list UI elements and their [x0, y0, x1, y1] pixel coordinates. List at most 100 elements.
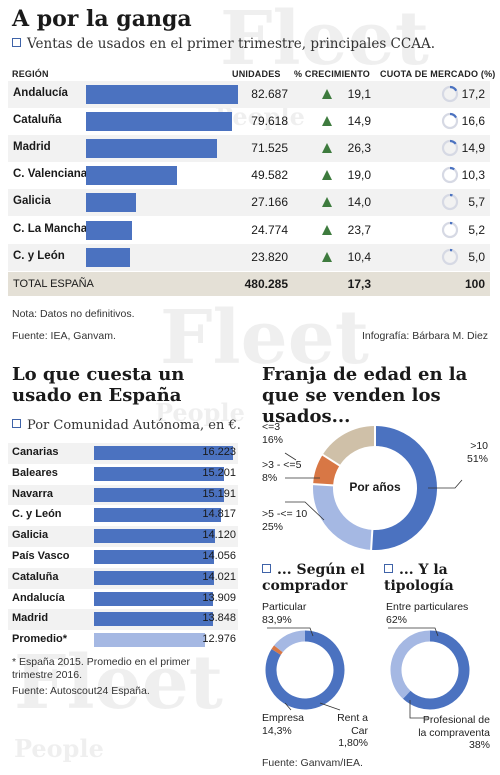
price-value: 14.817 — [202, 508, 236, 521]
age-donut-chart — [284, 424, 463, 550]
total-label: TOTAL ESPAÑA — [13, 278, 94, 290]
price-bar — [94, 591, 214, 606]
row-share: 5,7 — [468, 195, 485, 210]
up-arrow-icon — [322, 251, 332, 262]
row-growth: 10,4 — [347, 249, 371, 264]
up-arrow-icon — [322, 143, 332, 154]
units-bar — [86, 112, 233, 132]
share-mini-donut — [441, 140, 459, 157]
row-share: 14,9 — [461, 141, 485, 156]
age-donut-slice — [322, 426, 376, 466]
price-row: País Vasco 14.056 — [8, 547, 238, 568]
table-row: Cataluña 79.618 14,9 16,6 — [8, 108, 490, 135]
watermark-fleet-bot: Fleet — [14, 640, 223, 726]
type-donut-slice — [402, 630, 470, 710]
table-credit: Infografía: Bárbara M. Diez — [362, 330, 489, 342]
price-value: 12.976 — [202, 633, 236, 646]
leader-line — [319, 702, 341, 711]
watermark-fleet-top: Fleet — [220, 0, 429, 82]
price-value: 15.191 — [202, 487, 236, 500]
donut-source: Fuente: Ganvam/IEA. — [262, 757, 363, 769]
square-bullet-icon — [12, 38, 21, 47]
leader-line — [285, 501, 325, 521]
age-donut-slice — [371, 426, 437, 550]
share-ring-value — [441, 140, 459, 157]
row-units: 23.820 — [251, 249, 288, 264]
square-bullet-icon — [12, 419, 21, 428]
units-bar — [86, 247, 130, 267]
age-donut-slice — [313, 454, 340, 486]
type-donut-slice — [390, 630, 431, 699]
price-row: Madrid 13.848 — [8, 609, 238, 631]
row-region: Madrid — [13, 141, 51, 154]
leader-line — [428, 479, 463, 489]
buyer-label-empresa: Empresa 14,3% — [262, 712, 305, 737]
age-label-3to5: >3 - <=5 8% — [262, 459, 302, 484]
leader-line — [284, 452, 297, 461]
row-units: 82.687 — [251, 87, 288, 101]
share-ring-value — [441, 248, 459, 265]
row-region: C. y León — [13, 249, 65, 262]
buyer-donut-slice — [274, 630, 306, 653]
price-row: Baleares 15.201 — [8, 464, 238, 485]
age-label-le3: <=3 16% — [262, 421, 284, 446]
row-growth: 14,0 — [347, 195, 371, 210]
col-header-growth: % CRECIMIENTO — [294, 69, 370, 79]
row-units: 27.166 — [251, 195, 288, 210]
watermark-fleet-mid: Fleet — [160, 295, 369, 381]
price-value: 16.223 — [202, 446, 236, 458]
buyer-label-particular: Particular 83,9% — [262, 601, 307, 626]
price-bar — [94, 529, 215, 544]
row-region: C. Valenciana — [13, 168, 88, 181]
price-subtitle-text: Por Comunidad Autónoma, en €. — [27, 418, 241, 433]
share-mini-donut — [441, 85, 459, 103]
donut-separator — [311, 482, 336, 487]
total-units: 480.285 — [244, 277, 288, 291]
price-bar — [94, 570, 215, 585]
buyer-donut-slice — [271, 645, 283, 655]
price-bar — [94, 446, 233, 460]
type-label-particulares: Entre particulares 62% — [386, 601, 469, 626]
buyer-label-rentacar: Rent a Car 1,80% — [337, 712, 368, 749]
share-mini-donut — [441, 194, 459, 211]
row-growth: 26,3 — [347, 141, 371, 156]
type-label-profesional: Profesional de la compraventa 38% — [418, 714, 490, 751]
buyer-title: ... Según el comprador — [262, 562, 372, 594]
price-bar — [94, 550, 215, 564]
price-bar-chart: Canarias 16.223 Baleares 15.201 Navarra 15.19… — [0, 443, 250, 653]
row-units: 24.774 — [251, 222, 288, 237]
price-source: Fuente: Autoscout24 España. — [12, 685, 150, 697]
price-value: 13.909 — [202, 591, 236, 604]
price-label: C. y León — [12, 508, 62, 521]
leader-line — [267, 627, 314, 637]
row-units: 71.525 — [251, 141, 288, 156]
units-bar — [86, 220, 132, 240]
table-source: Fuente: IEA, Ganvam. — [12, 330, 116, 342]
share-ring-value — [441, 221, 459, 238]
up-arrow-icon — [322, 197, 332, 208]
col-header-share: CUOTA DE MERCADO (%) — [380, 69, 496, 79]
price-row: Galicia 14.120 — [8, 526, 238, 547]
share-mini-donut — [441, 112, 459, 130]
table-row: Galicia 27.166 14,0 5,7 — [8, 189, 490, 217]
square-bullet-icon — [262, 563, 271, 573]
table-row: C. Valenciana 49.582 19,0 10,3 — [8, 162, 490, 189]
age-label-gt10: >10 51% — [466, 440, 488, 465]
watermark-people-bot: People — [14, 734, 104, 763]
total-growth: 17,3 — [347, 277, 371, 291]
price-label: Galicia — [12, 529, 49, 542]
row-region: Cataluña — [13, 114, 62, 127]
up-arrow-icon — [322, 89, 332, 99]
age-label-5to10: >5 -<= 10 25% — [262, 508, 308, 533]
share-ring-value — [441, 194, 459, 211]
price-label: Madrid — [12, 612, 49, 625]
row-growth: 14,9 — [347, 114, 371, 129]
units-bar — [86, 193, 136, 213]
price-row: Andalucía 13.909 — [8, 589, 238, 610]
row-growth: 19,0 — [347, 168, 371, 183]
age-title: Franja de edad en la que se venden los u… — [262, 364, 468, 427]
price-bar — [94, 633, 206, 648]
row-share: 17,2 — [461, 87, 485, 101]
type-title-text: ... Y la tipología — [384, 562, 454, 594]
table-subtitle-text: Ventas de usados en el primer trimestre,… — [27, 36, 436, 52]
